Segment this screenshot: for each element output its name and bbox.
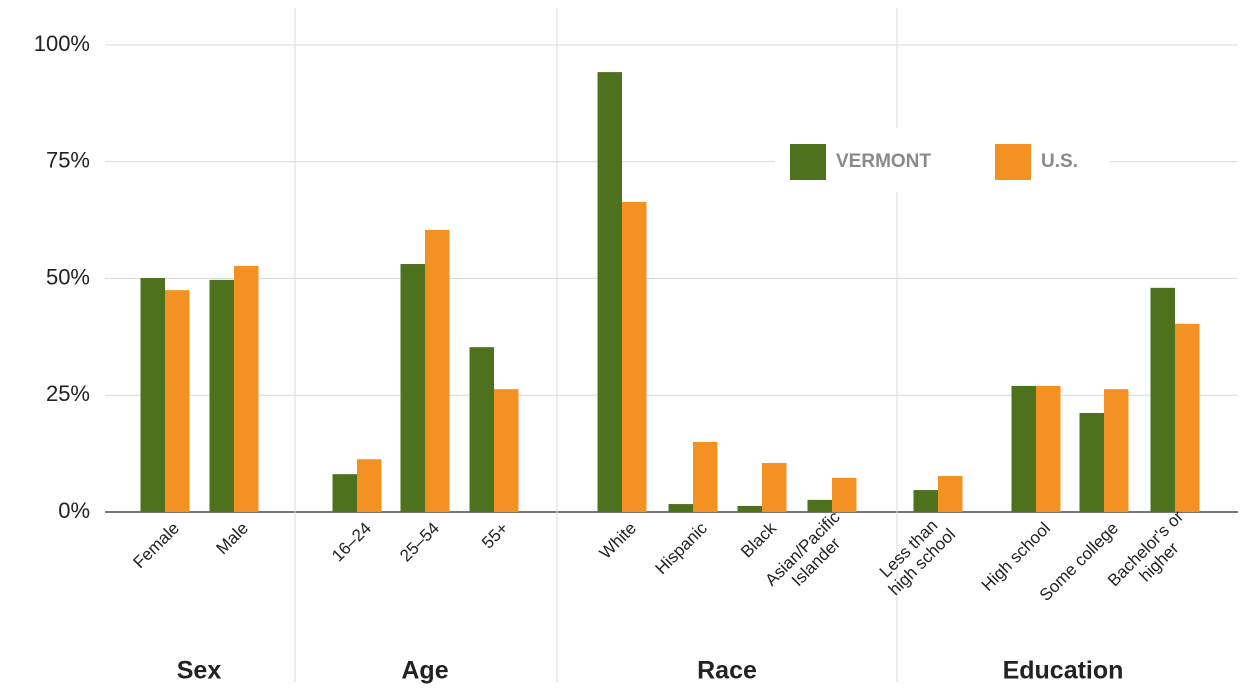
bar xyxy=(1079,412,1104,512)
bar xyxy=(1036,385,1061,512)
bar xyxy=(668,504,693,512)
bar xyxy=(913,490,938,512)
bar xyxy=(469,347,494,512)
bar xyxy=(597,72,622,512)
bar xyxy=(622,201,647,513)
bar xyxy=(165,290,190,512)
legend-background xyxy=(775,128,1110,192)
x-tick-label: Male xyxy=(213,519,252,558)
bar xyxy=(938,476,963,512)
x-tick-label: Black xyxy=(737,518,780,561)
x-tick-label: Less thanhigh school xyxy=(872,512,960,600)
y-tick-label: 50% xyxy=(46,264,90,289)
bar xyxy=(1175,323,1200,512)
bar xyxy=(693,441,718,512)
bar xyxy=(140,278,165,512)
group-label: Education xyxy=(1003,657,1124,685)
x-tick-label: 55+ xyxy=(478,519,512,553)
bar xyxy=(332,474,357,512)
bar xyxy=(737,505,762,512)
bar xyxy=(400,264,425,512)
x-tick-label: Female xyxy=(129,519,183,573)
bar xyxy=(494,389,519,512)
legend-label: VERMONT xyxy=(836,151,931,172)
bar xyxy=(234,265,259,512)
bar xyxy=(1150,287,1175,512)
bar xyxy=(425,229,450,512)
bar xyxy=(832,477,857,512)
x-tick-label: 25–54 xyxy=(396,519,443,566)
bar xyxy=(1011,385,1036,512)
bar xyxy=(762,462,787,512)
y-tick-label: 100% xyxy=(34,31,90,56)
y-tick-label: 0% xyxy=(58,498,90,523)
bar xyxy=(209,279,234,512)
group-label: Race xyxy=(697,657,757,685)
x-tick-label: Asian/PacificIslander xyxy=(762,507,858,603)
legend-label: U.S. xyxy=(1041,151,1078,172)
bar xyxy=(807,499,832,512)
y-tick-label: 75% xyxy=(46,148,90,173)
group-label: Age xyxy=(401,657,448,685)
group-label: Sex xyxy=(177,657,222,685)
bar xyxy=(357,459,382,512)
x-tick-label: Bachelor's orhigher xyxy=(1104,507,1201,604)
x-tick-label: 16–24 xyxy=(328,519,375,566)
bar xyxy=(1104,389,1129,512)
legend-swatch xyxy=(790,144,826,180)
legend-swatch xyxy=(995,144,1031,180)
x-tick-label: Hispanic xyxy=(651,518,711,578)
x-tick-label: White xyxy=(596,519,640,563)
y-tick-label: 25% xyxy=(46,381,90,406)
